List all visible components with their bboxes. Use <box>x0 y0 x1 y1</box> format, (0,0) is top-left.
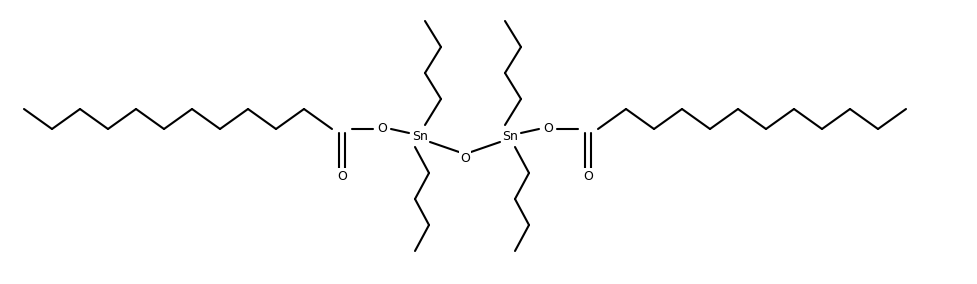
Text: O: O <box>543 122 553 135</box>
Text: O: O <box>377 122 387 135</box>
Text: O: O <box>337 170 347 183</box>
Text: O: O <box>583 170 593 183</box>
Text: Sn: Sn <box>502 130 518 143</box>
Text: Sn: Sn <box>412 130 428 143</box>
Text: O: O <box>460 151 470 164</box>
